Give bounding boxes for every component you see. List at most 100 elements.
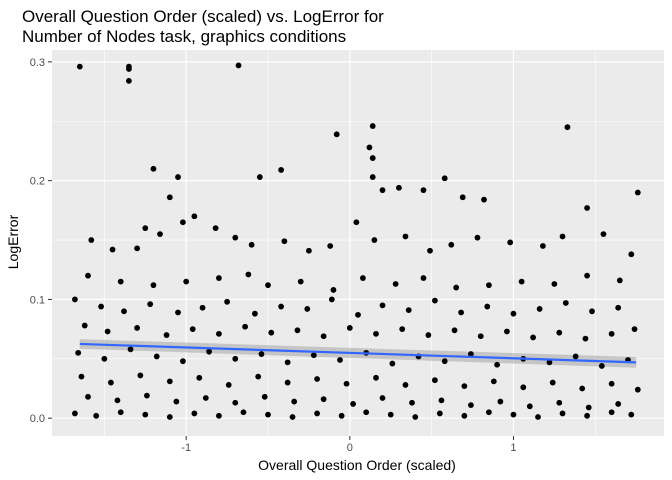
data-point-156 [202,395,209,401]
data-point-0 [76,63,83,70]
data-point-81 [458,309,464,316]
chart-title-line-2: Number of Nodes task, graphics condition… [22,27,346,46]
data-point-194 [628,411,635,418]
data-point-8 [278,167,284,173]
data-point-55 [297,278,304,285]
data-point-172 [93,412,100,419]
data-point-179 [265,411,271,418]
data-point-70 [175,309,181,316]
data-point-68 [121,308,127,315]
data-point-16 [459,194,466,201]
data-point-65 [616,277,623,284]
data-point-153 [114,397,121,404]
data-point-10 [369,123,376,129]
data-point-114 [180,358,186,365]
data-point-35 [306,247,312,254]
data-point-144 [432,377,438,384]
data-point-69 [147,301,154,308]
data-point-58 [392,281,399,287]
data-point-140 [314,376,320,382]
data-point-168 [556,399,563,406]
data-point-104 [504,328,510,335]
data-point-132 [78,373,85,380]
data-point-42 [474,234,481,241]
data-point-51 [183,278,190,285]
x-axis-title: Overall Question Order (scaled) [258,457,456,473]
data-point-188 [486,409,492,416]
data-point-186 [436,410,443,417]
data-point-183 [363,409,370,416]
data-point-77 [355,311,361,318]
data-point-113 [153,353,160,360]
data-point-3 [126,77,132,84]
data-point-155 [173,398,180,405]
data-point-178 [240,409,247,416]
data-point-80 [432,297,438,304]
data-point-74 [278,303,284,310]
data-point-33 [248,241,255,248]
data-point-110 [75,349,82,356]
data-point-37 [353,219,360,226]
data-point-27 [134,245,140,252]
data-point-175 [166,414,173,420]
data-point-171 [72,410,78,417]
data-point-185 [412,414,419,420]
data-point-53 [245,271,252,278]
y-tick-label-0: 0.0 [30,413,45,425]
data-point-187 [461,412,468,419]
data-point-182 [338,412,345,419]
data-point-148 [549,379,556,386]
data-point-154 [144,392,150,399]
data-point-103 [477,333,484,340]
data-point-29 [157,231,163,237]
data-point-59 [420,275,427,281]
data-point-50 [150,282,157,289]
data-point-108 [608,330,615,337]
x-tick-label-0: -1 [181,442,191,454]
data-point-173 [117,409,124,416]
data-point-162 [379,395,386,401]
data-point-137 [225,382,232,388]
data-point-9 [333,131,340,138]
data-point-6 [175,174,181,180]
data-point-56 [330,287,337,293]
data-point-145 [461,383,468,390]
data-point-119 [310,352,317,359]
data-point-157 [232,399,239,406]
data-point-166 [497,398,504,405]
data-point-98 [346,325,353,331]
data-point-48 [85,272,91,279]
data-point-82 [484,303,491,310]
data-point-32 [232,234,239,241]
data-point-100 [399,326,406,333]
data-point-176 [191,410,198,417]
data-point-190 [535,414,541,420]
data-point-189 [510,411,517,418]
data-point-17 [441,175,448,182]
data-point-45 [559,233,566,240]
data-point-107 [582,335,589,342]
data-point-26 [109,246,116,253]
data-point-147 [520,384,527,391]
data-point-38 [371,237,378,243]
data-point-11 [366,144,373,151]
data-point-169 [585,404,592,411]
data-point-109 [631,326,638,333]
data-point-95 [268,329,275,336]
data-point-93 [216,330,222,337]
data-point-20 [379,187,386,194]
data-point-174 [142,411,149,418]
data-point-18 [166,194,173,201]
data-point-111 [101,355,108,362]
data-point-138 [255,373,262,380]
axis-ticks: -1 0 1 0.0 0.1 0.2 0.3 [30,57,517,454]
data-point-31 [212,225,219,232]
data-point-177 [216,412,222,419]
data-point-101 [425,332,432,338]
data-point-149 [579,385,586,392]
data-point-52 [216,275,222,281]
grid-minor [52,50,664,436]
data-point-44 [540,243,546,249]
data-point-91 [163,332,170,338]
data-point-24 [584,205,590,211]
